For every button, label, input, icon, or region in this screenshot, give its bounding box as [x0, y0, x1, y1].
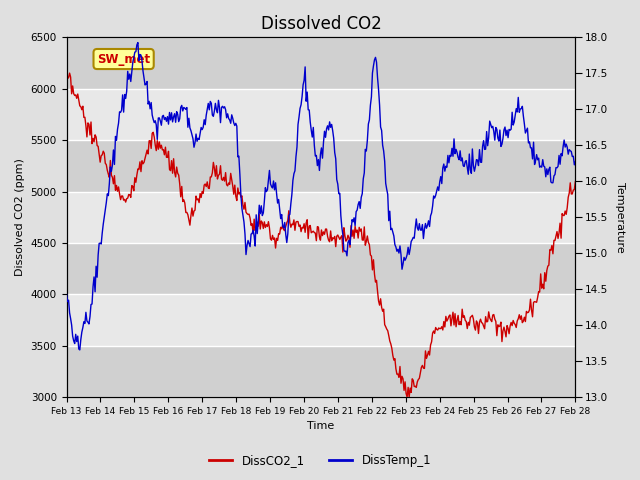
Bar — [67, 192, 575, 243]
Bar — [67, 140, 575, 192]
Y-axis label: Dissolved CO2 (ppm): Dissolved CO2 (ppm) — [15, 158, 25, 276]
Bar — [67, 37, 575, 89]
Text: SW_met: SW_met — [97, 52, 150, 65]
Title: Dissolved CO2: Dissolved CO2 — [260, 15, 381, 33]
Y-axis label: Temperature: Temperature — [615, 182, 625, 252]
Legend: DissCO2_1, DissTemp_1: DissCO2_1, DissTemp_1 — [204, 449, 436, 472]
Bar — [67, 346, 575, 397]
Bar — [67, 243, 575, 294]
Bar — [67, 89, 575, 140]
X-axis label: Time: Time — [307, 421, 335, 432]
Bar — [67, 294, 575, 346]
